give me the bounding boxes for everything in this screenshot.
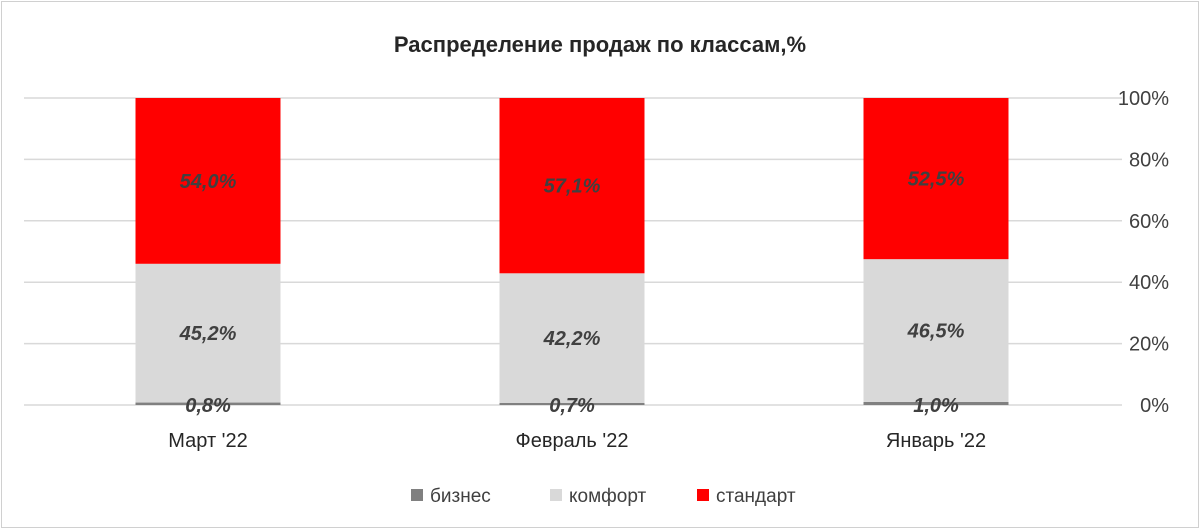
y-tick-label: 60%	[1129, 211, 1169, 233]
bar-segment-бизнес	[499, 402, 645, 405]
bar-segment-комфорт	[863, 259, 1009, 402]
y-tick-label: 100%	[1118, 88, 1169, 110]
legend-label: стандарт	[716, 486, 796, 507]
bars	[135, 98, 1009, 405]
legend-swatch	[697, 489, 709, 501]
data-label: 57,1%	[544, 176, 601, 198]
x-category-label: Январь '22	[886, 430, 986, 452]
bar-segment-стандарт	[863, 98, 1009, 260]
x-category-label: Февраль '22	[516, 430, 629, 452]
y-tick-label: 20%	[1129, 334, 1169, 356]
legend-label: комфорт	[569, 486, 647, 507]
bar-segment-бизнес	[863, 401, 1009, 405]
data-labels: 0,8% 45,2% 54,0% 0,7% 42,2% 57,1% 1,0% 46,5% 52,…	[179, 169, 965, 417]
x-axis: Март '22 Февраль '22 Январь '22	[168, 430, 986, 452]
data-label: 54,0%	[180, 171, 237, 193]
legend-swatch	[550, 489, 562, 501]
data-label: 0,8%	[185, 395, 231, 417]
data-label: 45,2%	[179, 323, 237, 345]
data-label: 52,5%	[908, 169, 965, 191]
y-tick-label: 80%	[1129, 149, 1169, 171]
chart-title: Распределение продаж по классам,%	[394, 32, 806, 57]
bar-segment-бизнес	[135, 402, 281, 405]
bar-segment-комфорт	[135, 263, 281, 403]
y-tick-label: 0%	[1140, 395, 1169, 417]
data-label: 0,7%	[549, 395, 595, 417]
bar-segment-стандарт	[135, 98, 281, 264]
legend-swatch	[411, 489, 423, 501]
legend: бизнес комфорт стандарт	[411, 486, 796, 507]
y-axis: 0% 20% 40% 60% 80% 100%	[1118, 88, 1169, 417]
bar-segment-стандарт	[499, 98, 645, 274]
legend-label: бизнес	[430, 486, 491, 507]
data-label: 1,0%	[913, 395, 959, 417]
x-category-label: Март '22	[168, 430, 247, 452]
bar-segment-комфорт	[499, 273, 645, 403]
data-label: 42,2%	[543, 328, 601, 350]
data-label: 46,5%	[907, 321, 965, 343]
y-tick-label: 40%	[1129, 272, 1169, 294]
